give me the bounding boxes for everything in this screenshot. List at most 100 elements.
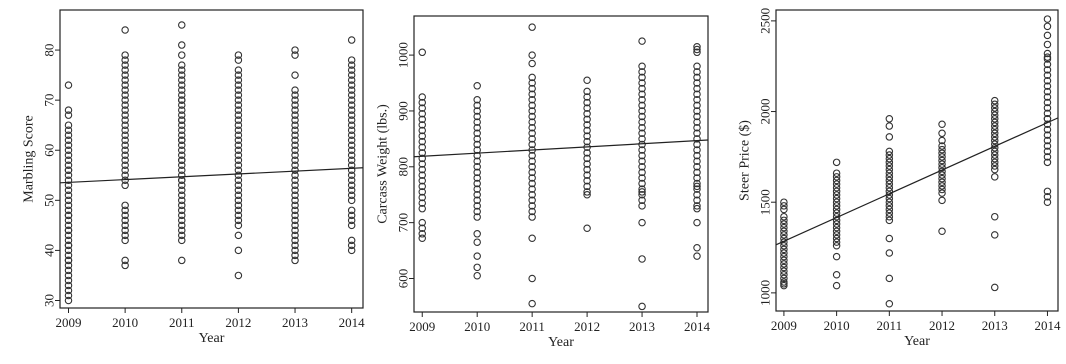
data-point xyxy=(885,151,894,159)
data-point xyxy=(178,111,186,119)
data-point xyxy=(178,156,186,165)
data-point xyxy=(234,101,243,109)
data-point xyxy=(938,185,946,194)
data-point xyxy=(347,66,356,74)
data-point xyxy=(291,161,299,170)
data-point xyxy=(528,157,536,165)
data-point xyxy=(583,154,591,163)
data-point xyxy=(64,256,73,265)
regression-line xyxy=(775,117,1059,246)
data-point xyxy=(347,101,356,109)
data-point xyxy=(832,169,841,177)
data-point xyxy=(121,151,129,159)
data-point xyxy=(291,191,299,200)
data-point xyxy=(638,62,646,71)
data-point xyxy=(64,236,73,245)
data-point xyxy=(234,66,243,74)
data-point xyxy=(780,202,788,210)
data-point xyxy=(234,211,243,220)
data-point xyxy=(832,183,841,192)
data-point xyxy=(234,231,243,240)
data-point xyxy=(64,186,73,195)
data-point xyxy=(347,121,356,129)
data-point xyxy=(347,176,356,185)
data-point xyxy=(347,171,356,180)
data-point xyxy=(418,218,426,227)
data-point xyxy=(473,202,481,210)
data-point xyxy=(832,191,841,199)
data-point xyxy=(291,46,299,54)
data-point xyxy=(528,190,536,199)
y-tick-label: 30 xyxy=(42,294,57,307)
data-point xyxy=(638,73,646,82)
data-point xyxy=(473,179,481,188)
data-point xyxy=(693,218,701,227)
data-point xyxy=(234,131,243,139)
data-point xyxy=(583,109,591,118)
data-point xyxy=(178,201,186,210)
data-point xyxy=(583,160,591,168)
data-point xyxy=(64,231,73,240)
data-point xyxy=(121,131,129,139)
data-point xyxy=(693,73,701,82)
y-axis-label: Carcass Weight (lbs.) xyxy=(376,104,391,224)
data-point xyxy=(832,198,841,206)
data-point xyxy=(178,136,186,144)
data-point xyxy=(291,211,299,220)
data-point xyxy=(885,209,894,217)
data-point xyxy=(693,96,701,104)
data-point xyxy=(121,236,129,245)
data-point xyxy=(938,160,946,168)
data-point xyxy=(418,104,426,112)
data-point xyxy=(780,223,788,232)
data-point xyxy=(473,151,481,160)
steer-price-panel: 2009 2010 2011 2012 2013 2014 1000 1500 2000 2500… xyxy=(738,8,1061,349)
data-point xyxy=(473,96,481,104)
data-point xyxy=(347,236,356,245)
data-point xyxy=(64,286,73,295)
data-point xyxy=(234,206,243,215)
data-point xyxy=(178,141,186,149)
data-point xyxy=(178,91,186,99)
data-point xyxy=(347,131,356,139)
data-point xyxy=(638,112,646,121)
data-point xyxy=(234,271,243,280)
data-point xyxy=(885,133,894,141)
data-point xyxy=(1043,87,1052,96)
data-point xyxy=(885,158,894,167)
data-point xyxy=(121,91,129,99)
data-point xyxy=(693,79,701,87)
data-point xyxy=(473,196,481,205)
data-point xyxy=(178,81,186,89)
data-point xyxy=(832,173,841,181)
data-point xyxy=(528,23,536,31)
data-point xyxy=(583,104,591,112)
data-point xyxy=(234,111,243,119)
data-point xyxy=(938,136,946,145)
data-point xyxy=(291,171,299,180)
data-point xyxy=(64,296,73,305)
data-point xyxy=(234,181,243,190)
data-point xyxy=(64,261,73,270)
data-point xyxy=(780,216,788,225)
data-point xyxy=(693,185,701,193)
data-point xyxy=(291,96,299,104)
data-point xyxy=(347,206,356,215)
data-point xyxy=(990,140,999,148)
data-point xyxy=(885,234,894,243)
data-point xyxy=(1043,22,1052,31)
data-point xyxy=(638,168,646,177)
data-point xyxy=(418,109,426,118)
data-point xyxy=(885,183,894,192)
data-point xyxy=(234,146,243,154)
data-point xyxy=(638,255,646,263)
data-point xyxy=(291,136,299,144)
data-point xyxy=(121,86,129,94)
data-point xyxy=(780,212,788,221)
data-point xyxy=(832,223,841,232)
data-point xyxy=(583,188,591,196)
data-point xyxy=(234,246,243,255)
data-point xyxy=(473,252,481,260)
data-point xyxy=(178,231,186,240)
